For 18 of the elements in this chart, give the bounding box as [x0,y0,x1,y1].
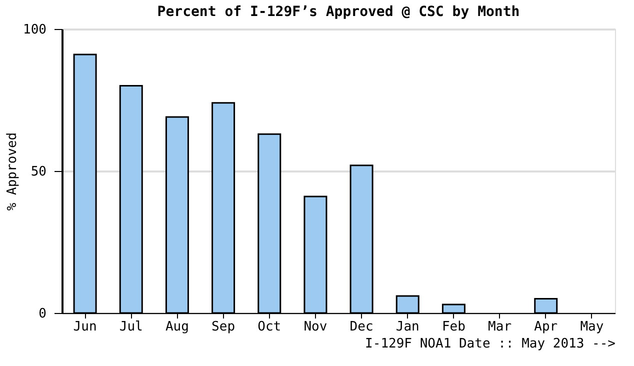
x-tick-label: Jun [73,320,97,334]
y-axis-title: % Approved [5,132,20,211]
x-tick-label: Jul [119,320,143,334]
x-tick-label: Dec [350,320,374,334]
x-tick-label: Aug [165,320,189,334]
x-tick-label: Nov [304,320,328,334]
x-tick-label: May [580,320,604,334]
x-tick-label: Apr [534,320,558,334]
x-tick-label: Mar [488,320,512,334]
x-tick-label: Sep [212,320,236,334]
y-tick-label: 0 [38,306,46,322]
y-tick-label: 100 [23,22,46,38]
x-tick-label: Feb [442,320,466,334]
chart-title: Percent of I-129F’s Approved @ CSC by Month [157,4,520,20]
x-tick-label: Jan [396,320,420,334]
x-axis-title: I-129F NOA1 Date :: May 2013 --> [365,336,616,352]
y-tick-label: 50 [30,164,46,180]
x-tick-label: Oct [258,320,282,334]
